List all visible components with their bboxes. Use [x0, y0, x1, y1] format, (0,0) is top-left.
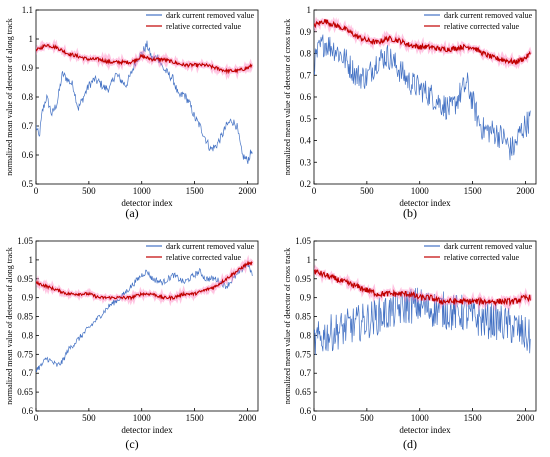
- y-tick-label: 0.4: [300, 136, 312, 146]
- panel-label-b: (b): [403, 206, 417, 220]
- y-axis-label: normalized mean value of detector of alo…: [5, 247, 14, 404]
- y-tick-label: 0.9: [300, 293, 312, 303]
- y-tick-label: 0.65: [295, 387, 311, 397]
- series-line-2: [36, 43, 253, 75]
- x-axis-label: detector index: [399, 198, 451, 208]
- y-tick-label: 0.85: [17, 312, 33, 322]
- series-line-1: [36, 40, 253, 164]
- y-tick-label: 0.95: [295, 274, 311, 284]
- y-tick-label: 1.05: [295, 236, 311, 246]
- y-tick-label: 0.6: [22, 406, 34, 416]
- x-tick-label: 1500: [464, 186, 483, 196]
- x-tick-label: 1500: [186, 186, 205, 196]
- panel-label-c: (c): [125, 437, 139, 451]
- series-line-1: [314, 287, 531, 356]
- x-axis-label: detector index: [121, 198, 173, 208]
- x-tick-label: 500: [82, 413, 96, 423]
- y-tick-label: 0.3: [300, 157, 312, 167]
- y-tick-label: 0.65: [17, 387, 33, 397]
- chart-panel-2: 0.2 0.3 0.4 0.5 0.6 0.7 0.8 0.9 1 0 500 1000 1500 200…: [283, 5, 537, 208]
- x-tick-label: 1500: [186, 413, 205, 423]
- y-tick-label: 0.7: [300, 368, 312, 378]
- y-tick-label: 0.9: [300, 27, 312, 37]
- panel-label-d: (d): [403, 437, 417, 451]
- x-tick-label: 0: [312, 413, 317, 423]
- legend-label-1: dark current removed value: [444, 11, 533, 20]
- x-axis-label: detector index: [121, 425, 173, 435]
- series-line-1: [36, 262, 253, 373]
- series-line-1: [314, 34, 531, 161]
- y-tick-label: 1: [29, 34, 34, 44]
- y-tick-label: 1.1: [22, 5, 33, 15]
- x-tick-label: 1000: [133, 186, 152, 196]
- y-tick-label: 0.9: [22, 63, 34, 73]
- y-tick-label: 1: [307, 5, 312, 15]
- x-tick-label: 500: [360, 186, 374, 196]
- x-tick-label: 0: [34, 413, 39, 423]
- chart-panel-3: 0.6 0.65 0.7 0.75 0.8 0.85 0.9 0.95 1 1.05 0 500 100…: [5, 236, 259, 435]
- legend-label-1: dark current removed value: [166, 11, 255, 20]
- x-tick-label: 1000: [133, 413, 152, 423]
- y-tick-label: 0.8: [22, 330, 34, 340]
- y-axis-label: normalized mean value of detector of cro…: [283, 248, 292, 404]
- y-axis-label: normalized mean value of detector of cro…: [283, 19, 292, 175]
- y-tick-label: 0.75: [295, 349, 311, 359]
- legend-label-1: dark current removed value: [444, 242, 533, 251]
- x-tick-label: 2000: [516, 413, 535, 423]
- y-tick-label: 0.7: [22, 368, 34, 378]
- x-tick-label: 2000: [238, 186, 257, 196]
- y-tick-label: 1.05: [17, 236, 33, 246]
- legend-label-2: relative corrected value: [166, 253, 242, 262]
- y-tick-label: 0.8: [300, 49, 312, 59]
- x-tick-label: 1000: [411, 186, 430, 196]
- y-tick-label: 0.5: [22, 179, 34, 189]
- y-tick-label: 0.5: [300, 114, 312, 124]
- y-tick-label: 0.75: [17, 349, 33, 359]
- y-tick-label: 0.6: [22, 150, 34, 160]
- series-line-2: [314, 19, 531, 66]
- y-tick-label: 0.95: [17, 274, 33, 284]
- y-tick-label: 0.7: [300, 70, 312, 80]
- x-tick-label: 500: [360, 413, 374, 423]
- plot-frame: [35, 240, 259, 412]
- y-tick-label: 0.8: [300, 330, 312, 340]
- y-tick-label: 0.9: [22, 293, 34, 303]
- x-tick-label: 1000: [411, 413, 430, 423]
- series-line-2: [36, 260, 253, 302]
- y-tick-label: 0.6: [300, 406, 312, 416]
- plot-frame: [35, 9, 259, 185]
- x-tick-label: 0: [312, 186, 317, 196]
- y-tick-label: 0.8: [22, 92, 34, 102]
- x-tick-label: 1500: [464, 413, 483, 423]
- plot-frame: [313, 9, 537, 185]
- chart-panel-1: 0.5 0.6 0.7 0.8 0.9 1 1.1 0 500 1000 1500 2000 detec…: [5, 5, 259, 208]
- x-tick-label: 0: [34, 186, 39, 196]
- y-tick-label: 0.2: [300, 179, 311, 189]
- legend-label-2: relative corrected value: [444, 22, 520, 31]
- y-axis-label: normalized mean value of detector of alo…: [5, 18, 14, 175]
- x-tick-label: 2000: [516, 186, 535, 196]
- y-tick-label: 1: [29, 255, 34, 265]
- y-tick-label: 0.85: [295, 312, 311, 322]
- legend-label-1: dark current removed value: [166, 242, 255, 251]
- y-tick-label: 0.7: [22, 121, 34, 131]
- chart-panel-4: 0.6 0.65 0.7 0.75 0.8 0.85 0.9 0.95 1 1.05 0 500 100…: [283, 236, 537, 435]
- x-axis-label: detector index: [399, 425, 451, 435]
- legend-label-2: relative corrected value: [166, 22, 242, 31]
- x-tick-label: 2000: [238, 413, 257, 423]
- series-line-2: [314, 268, 531, 307]
- legend-label-2: relative corrected value: [444, 253, 520, 262]
- y-tick-label: 1: [307, 255, 312, 265]
- panel-label-a: (a): [125, 206, 139, 220]
- y-tick-label: 0.6: [300, 92, 312, 102]
- plot-frame: [313, 240, 537, 412]
- x-tick-label: 500: [82, 186, 96, 196]
